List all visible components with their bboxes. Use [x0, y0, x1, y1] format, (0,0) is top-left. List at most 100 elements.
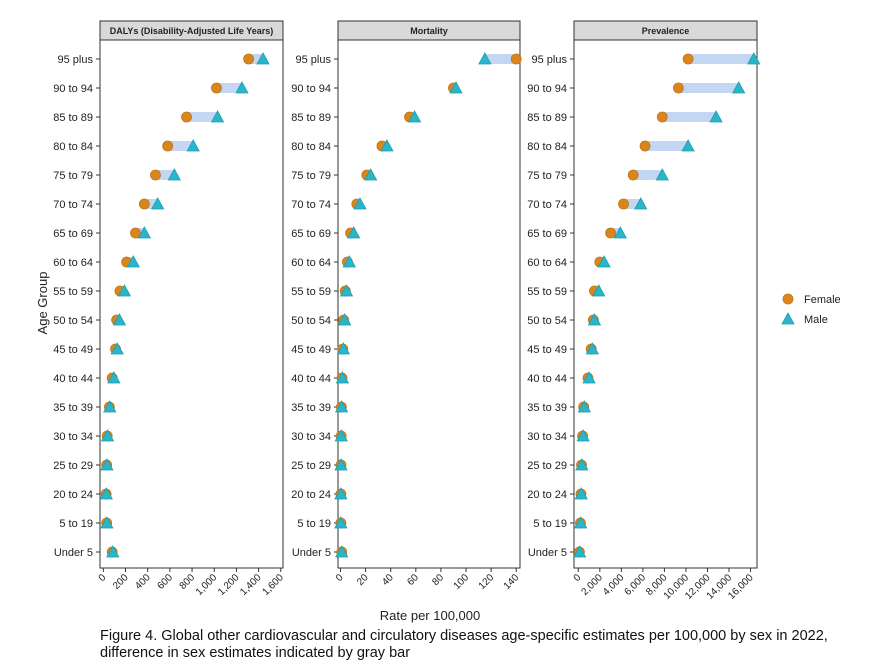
x-tick-label: 1,600 — [260, 572, 286, 598]
x-tick-label: 0 — [334, 572, 346, 584]
male-point — [339, 284, 354, 297]
male-point — [334, 516, 348, 529]
y-tick-label: 95 plus — [296, 54, 332, 66]
male-point — [334, 400, 349, 413]
female-point — [673, 82, 684, 94]
male-point — [747, 52, 761, 65]
male-point — [582, 371, 596, 384]
y-tick-label: 60 to 64 — [291, 257, 331, 269]
male-point — [126, 255, 140, 268]
female-point — [510, 53, 522, 65]
x-tick-label: 140 — [502, 572, 522, 592]
sex-gap-bar — [623, 199, 641, 209]
male-point — [335, 545, 349, 558]
female-point — [211, 82, 222, 94]
male-point — [347, 226, 361, 239]
x-tick-label: 4,000 — [601, 572, 627, 598]
male-point — [337, 313, 352, 326]
panel-title-dalys: DALYs (Disability-Adjusted Life Years) — [110, 26, 274, 36]
female-point — [639, 140, 651, 152]
x-tick-label: 100 — [452, 572, 472, 592]
y-tick-label: 60 to 64 — [53, 257, 93, 269]
male-point — [167, 168, 181, 181]
female-point — [618, 198, 629, 210]
y-tick-label: 55 to 59 — [291, 286, 331, 298]
x-tick-label: 200 — [111, 572, 131, 592]
male-point — [110, 342, 124, 355]
panel-prevalence: Prevalence Under 5 5 to 19 20 to 24 25 to 29… — [527, 20, 761, 602]
sex-gap-bar — [662, 112, 717, 122]
male-point — [334, 458, 348, 471]
figure-caption: Figure 4. Global other cardiovascular an… — [100, 628, 828, 661]
sex-gap-bar — [167, 141, 194, 151]
y-axis-title: Age Group — [35, 272, 50, 335]
sex-gap-bar — [645, 141, 689, 151]
y-tick-label: 5 to 19 — [297, 518, 331, 530]
sex-gap-bar — [688, 54, 754, 64]
male-point — [597, 255, 611, 268]
x-tick-label: 16,000 — [726, 572, 756, 602]
x-tick-label: 120 — [477, 572, 497, 592]
male-point — [106, 545, 120, 558]
male-point — [407, 110, 422, 123]
y-tick-label: 95 plus — [58, 54, 94, 66]
y-tick-label: 70 to 74 — [291, 199, 331, 211]
panel-title-mortality: Mortality — [410, 26, 448, 36]
y-tick-label: 80 to 84 — [291, 141, 331, 153]
y-tick-label: 70 to 74 — [53, 199, 93, 211]
male-point — [681, 139, 695, 152]
female-point — [605, 227, 616, 239]
legend-male-label: Male — [804, 314, 828, 326]
panel-dalys: DALYs (Disability-Adjusted Life Years) Un… — [53, 20, 286, 598]
male-point — [256, 52, 270, 65]
male-point — [99, 487, 113, 500]
male-point — [342, 255, 356, 268]
x-tick-label: 2,000 — [579, 572, 605, 598]
x-tick-label: 6,000 — [623, 572, 649, 598]
x-tick-label: 40 — [380, 572, 396, 588]
male-point — [572, 545, 587, 558]
x-tick-label: 20 — [355, 572, 371, 588]
sex-gap-bar — [633, 170, 663, 180]
y-tick-label: 25 to 29 — [527, 460, 567, 472]
male-point — [449, 81, 463, 94]
x-tick-label: 0 — [572, 572, 584, 584]
y-tick-label: 85 to 89 — [291, 112, 331, 124]
legend-male-marker — [781, 312, 795, 325]
y-tick-label: 5 to 19 — [533, 518, 567, 530]
x-tick-label: 400 — [133, 572, 153, 592]
male-point — [576, 429, 590, 442]
y-tick-label: 20 to 24 — [291, 489, 331, 501]
male-point — [577, 400, 592, 413]
male-point — [336, 342, 351, 355]
male-point — [613, 226, 627, 239]
y-tick-label: 30 to 34 — [291, 431, 331, 443]
y-tick-label: 40 to 44 — [291, 373, 331, 385]
y-tick-label: 25 to 29 — [291, 460, 331, 472]
y-tick-label: 35 to 39 — [291, 402, 331, 414]
sex-gap-bar — [186, 112, 218, 122]
x-tick-label: 1,200 — [216, 572, 242, 598]
male-point — [574, 487, 588, 500]
y-tick-label: 65 to 69 — [527, 228, 567, 240]
female-point — [682, 53, 694, 65]
y-tick-label: 65 to 69 — [291, 228, 331, 240]
y-tick-label: 75 to 79 — [291, 170, 331, 182]
panel-title-prevalence: Prevalence — [642, 26, 690, 36]
sex-gap-bar — [484, 54, 517, 64]
y-tick-label: 35 to 39 — [53, 402, 93, 414]
y-tick-label: 80 to 84 — [53, 141, 93, 153]
female-point — [627, 169, 639, 181]
male-point — [335, 371, 350, 384]
male-point — [655, 168, 669, 181]
male-point — [634, 197, 648, 210]
male-point — [574, 516, 588, 529]
x-tick-label: 600 — [155, 572, 175, 592]
y-tick-label: 50 to 54 — [291, 315, 331, 327]
y-tick-label: 30 to 34 — [527, 431, 567, 443]
female-point — [181, 111, 192, 123]
male-point — [117, 284, 132, 297]
female-point — [130, 227, 141, 239]
male-point — [587, 313, 602, 326]
